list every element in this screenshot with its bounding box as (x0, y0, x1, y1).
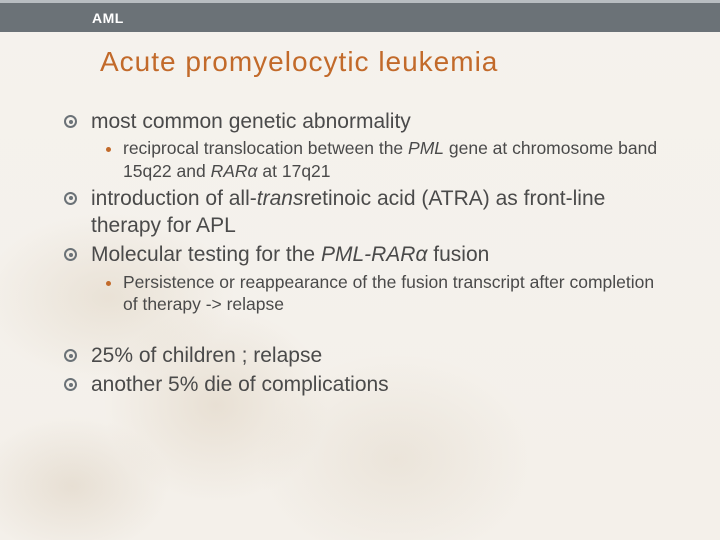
content-area: most common genetic abnormality reciproc… (0, 108, 720, 399)
bullet-circle-icon (64, 115, 77, 128)
bullet-circle-icon (64, 349, 77, 362)
list-item: Molecular testing for the PML-RARα fusio… (64, 241, 670, 268)
bullet-circle-icon (64, 378, 77, 391)
list-item: most common genetic abnormality (64, 108, 670, 135)
sub-list-item-text: Persistence or reappearance of the fusio… (123, 271, 670, 317)
bullet-circle-icon (64, 192, 77, 205)
title-area: Acute promyelocytic leukemia (0, 32, 720, 108)
list-item-text: most common genetic abnormality (91, 108, 411, 135)
sub-list-item: Persistence or reappearance of the fusio… (106, 271, 670, 317)
bullet-dot-icon (106, 281, 111, 286)
list-item: introduction of all-transretinoic acid (… (64, 185, 670, 240)
slide-title: Acute promyelocytic leukemia (100, 46, 720, 78)
bullet-circle-icon (64, 248, 77, 261)
list-item: another 5% die of complications (64, 371, 670, 398)
list-item-text: 25% of children ; relapse (91, 342, 322, 369)
header-label: AML (92, 10, 124, 26)
bullet-dot-icon (106, 147, 111, 152)
spacer (64, 318, 670, 342)
list-item-text: Molecular testing for the PML-RARα fusio… (91, 241, 489, 268)
sub-list-item-text: reciprocal translocation between the PML… (123, 137, 670, 183)
list-item-text: another 5% die of complications (91, 371, 389, 398)
list-item: 25% of children ; relapse (64, 342, 670, 369)
header-band: AML (0, 0, 720, 32)
sub-list-item: reciprocal translocation between the PML… (106, 137, 670, 183)
list-item-text: introduction of all-transretinoic acid (… (91, 185, 670, 240)
